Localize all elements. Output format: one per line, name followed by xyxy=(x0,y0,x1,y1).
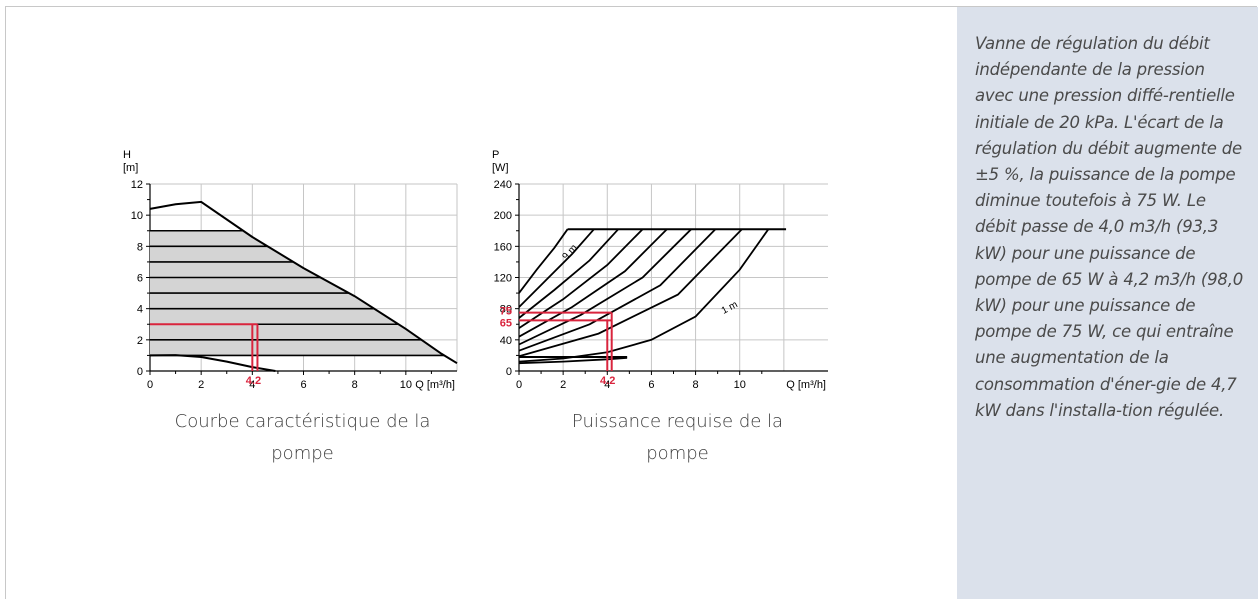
x-axis-label: Q [m³/h] xyxy=(786,379,826,391)
min-pump-curve xyxy=(149,354,276,372)
y-axis-label: P xyxy=(492,149,499,161)
y-tick-label: 6 xyxy=(137,273,143,285)
y-tick-label: 4 xyxy=(137,304,143,316)
y-axis-unit: [m] xyxy=(123,162,138,174)
x-axis-label: Q [m³/h] xyxy=(415,379,455,391)
x-tick-label: 4 xyxy=(604,379,610,391)
info-panel: Vanne de régulation du débit indépendant… xyxy=(957,7,1258,599)
x-tick-label: 2 xyxy=(560,379,566,391)
min-power-curve xyxy=(518,356,628,365)
y-tick-label: 240 xyxy=(494,179,512,191)
x-tick-label: 10 xyxy=(734,379,746,391)
x-tick-label: 4 xyxy=(249,379,255,391)
y-tick-label: 2 xyxy=(137,335,143,347)
y-tick-label: 40 xyxy=(500,335,512,347)
y-tick-label: 0 xyxy=(137,366,143,378)
max-pump-curve xyxy=(149,200,458,365)
y-tick-label: 120 xyxy=(494,273,512,285)
y-tick-label: 200 xyxy=(494,210,512,222)
power-curve-3 xyxy=(518,228,619,319)
y-tick-label: 0 xyxy=(506,366,512,378)
y-axis-label: H xyxy=(123,149,131,161)
y-tick-label: 12 xyxy=(131,179,143,191)
highlight-flow-label: 4.2 xyxy=(246,375,261,387)
highlight-power-label-75: 75 xyxy=(500,306,512,318)
content-frame xyxy=(5,6,1257,599)
power-curve-8 xyxy=(518,228,743,358)
x-tick-label: 10 xyxy=(400,379,412,391)
chart-pump-curve: 0 2 4 6 8 10 0 2 4 6 8 10 12 H[m] Q [m³/h] 4.2 xyxy=(123,149,458,391)
power-curve-2 xyxy=(518,228,595,308)
power-curve-7 xyxy=(518,228,717,352)
caption-pump-curve: Courbe caractéristique de la pompe xyxy=(174,411,431,464)
power-curve-6 xyxy=(518,228,692,346)
x-tick-label: 8 xyxy=(693,379,699,391)
highlight-power-label-65: 65 xyxy=(500,317,512,329)
info-panel-text: Vanne de régulation du débit indépendant… xyxy=(975,34,1244,420)
y-tick-label: 10 xyxy=(131,210,143,222)
y-axis-unit: [W] xyxy=(492,162,509,174)
power-curve-9 xyxy=(518,228,770,363)
x-tick-label: 6 xyxy=(648,379,654,391)
power-curve-5 xyxy=(518,228,668,338)
y-tick-label: 160 xyxy=(494,241,512,253)
x-tick-label: 8 xyxy=(352,379,358,391)
x-tick-label: 0 xyxy=(516,379,522,391)
x-tick-label: 6 xyxy=(300,379,306,391)
x-tick-label: 0 xyxy=(147,379,153,391)
y-tick-label: 8 xyxy=(137,241,143,253)
x-tick-label: 2 xyxy=(198,379,204,391)
power-curve-4 xyxy=(518,228,644,329)
highlight-flow-label: 4.2 xyxy=(600,375,615,387)
curve-label-1m: 1 m xyxy=(720,299,740,317)
y-tick-label: 80 xyxy=(500,304,512,316)
power-curve-1 xyxy=(518,228,569,294)
caption-pump-power: Puissance requise de la pompe xyxy=(571,411,784,464)
